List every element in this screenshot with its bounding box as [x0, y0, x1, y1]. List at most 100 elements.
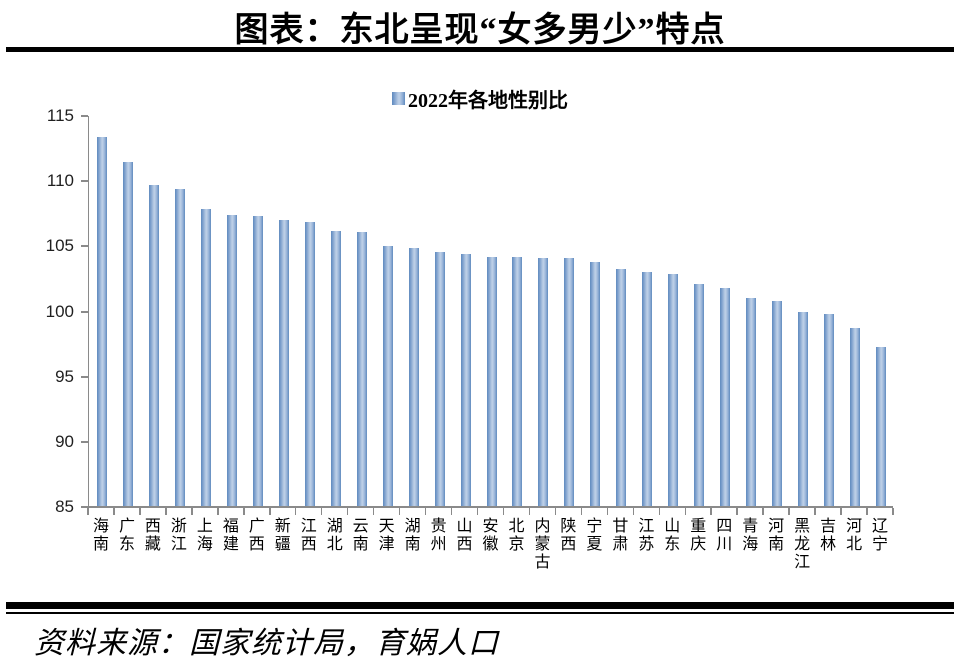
y-tick-mark [81, 180, 88, 183]
bar [382, 246, 393, 507]
bar-slot [349, 116, 375, 507]
x-tick-label: 云南 [352, 518, 369, 554]
x-tick-label: 山东 [664, 518, 681, 554]
x-tick-label: 甘肃 [612, 518, 629, 554]
legend-label: 2022年各地性别比 [408, 90, 568, 112]
x-tick-label: 湖南 [404, 518, 421, 554]
x-label-slot: 西藏 [140, 518, 166, 554]
bar [824, 314, 835, 507]
x-axis-line [81, 506, 893, 508]
bar [434, 251, 445, 507]
x-tick-mark [476, 508, 479, 515]
bar-slot [712, 116, 738, 507]
bar [460, 254, 471, 507]
y-tick-label: 105 [45, 236, 74, 256]
x-label-slot: 广东 [114, 518, 140, 554]
x-label-slot: 宁夏 [581, 518, 607, 554]
bar [356, 232, 367, 507]
bar-slot [375, 116, 401, 507]
bar [538, 258, 549, 507]
x-tick-mark [502, 508, 505, 515]
bar [850, 328, 861, 507]
bar [668, 273, 679, 507]
bar-slot [323, 116, 349, 507]
x-tick-mark [372, 508, 375, 515]
bar-slot [868, 116, 894, 507]
x-label-slot: 新疆 [270, 518, 296, 554]
bar-slot [842, 116, 868, 507]
x-tick-label: 河北 [846, 518, 863, 554]
x-tick-mark [113, 508, 115, 515]
x-tick-mark [788, 508, 790, 515]
bar [174, 189, 185, 507]
bar [720, 288, 731, 507]
x-tick-mark [87, 508, 89, 515]
x-tick-label: 浙江 [170, 518, 187, 554]
y-tick-mark [81, 440, 88, 443]
legend: 2022年各地性别比 [0, 84, 960, 113]
bar-slot [271, 116, 297, 507]
x-tick-mark [554, 508, 557, 515]
bar-slot [816, 116, 842, 507]
y-tick-mark [81, 245, 88, 248]
x-label-slot: 内蒙古 [529, 518, 555, 572]
top-divider [6, 47, 954, 52]
x-label-slot: 上海 [192, 518, 218, 554]
x-tick-label: 内蒙古 [534, 518, 551, 572]
x-tick-mark [606, 508, 609, 515]
x-label-slot: 江苏 [633, 518, 659, 554]
bar [148, 185, 159, 507]
x-label-slot: 天津 [374, 518, 400, 554]
bar [122, 161, 133, 507]
bar-slot [530, 116, 556, 507]
y-tick-label: 100 [45, 301, 74, 321]
bar [798, 311, 809, 507]
page-title: 图表：东北呈现“女多男少”特点 [234, 12, 726, 49]
x-tick-label: 天津 [378, 518, 395, 554]
x-tick-mark [840, 508, 842, 515]
x-tick-label: 上海 [196, 518, 213, 554]
x-tick-mark [580, 508, 583, 515]
bar [226, 215, 237, 507]
x-label-slot: 重庆 [685, 518, 711, 554]
x-tick-mark [165, 508, 167, 515]
legend-marker-icon [392, 92, 405, 105]
bar-slot [427, 116, 453, 507]
source-note: 资料来源：国家统计局，育娲人口 [34, 627, 499, 660]
x-tick-label: 山西 [456, 518, 473, 554]
y-tick-label: 110 [46, 171, 74, 191]
x-tick-mark [736, 508, 738, 515]
bar [876, 346, 887, 507]
bar-slot [660, 116, 686, 507]
x-tick-mark [632, 508, 635, 515]
x-tick-mark [346, 508, 349, 515]
bottom-divider-thin [6, 611, 954, 614]
bar [252, 216, 263, 507]
y-tick-label: 115 [46, 106, 74, 125]
plot-area [88, 116, 894, 507]
x-axis-labels: 海南 广东 西藏 浙江 上海 福建 广西 新疆 江西 湖北 云南 天津 湖南 贵州 山西 安徽 北京 内蒙古 陕西宁… [88, 518, 893, 572]
bar-slot [634, 116, 660, 507]
x-label-slot: 河南 [763, 518, 789, 554]
bar [642, 272, 653, 507]
x-label-slot: 陕西 [555, 518, 581, 554]
bar [564, 258, 575, 507]
x-tick-label: 江西 [300, 518, 317, 554]
y-tick-label: 90 [55, 431, 74, 451]
x-tick-mark [866, 508, 868, 515]
bar-slot [141, 116, 167, 507]
bar [512, 256, 523, 507]
bar-slot [167, 116, 193, 507]
bar-slot [738, 116, 764, 507]
y-tick-mark [81, 506, 88, 508]
bar-slot [401, 116, 427, 507]
bar-slot [764, 116, 790, 507]
x-tick-label: 广西 [248, 518, 265, 554]
bar-slot [89, 116, 115, 507]
x-tick-label: 四川 [716, 518, 733, 554]
bar-slot [297, 116, 323, 507]
bar [616, 268, 627, 507]
x-tick-mark [892, 508, 894, 515]
x-tick-label: 北京 [508, 518, 525, 554]
x-label-slot: 甘肃 [607, 518, 633, 554]
